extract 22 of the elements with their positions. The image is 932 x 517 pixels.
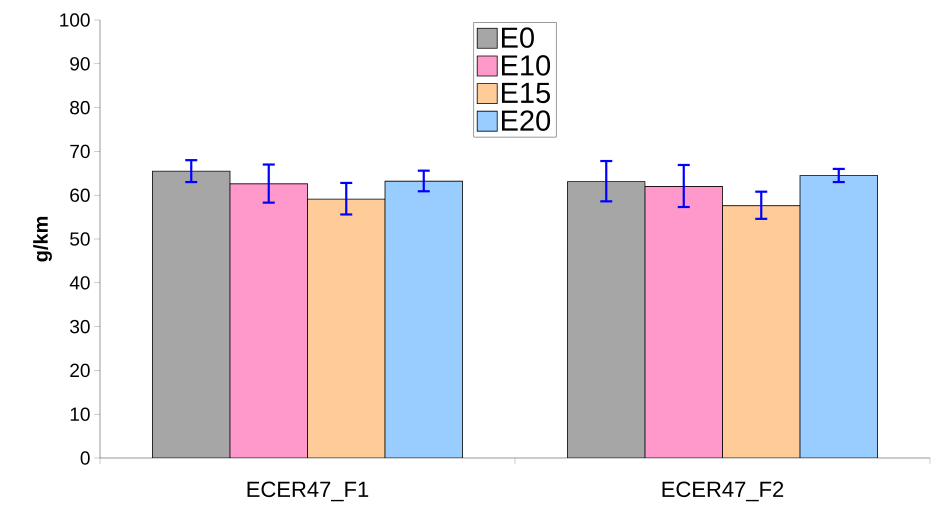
y-tick-label: 10 bbox=[70, 407, 90, 421]
y-tick-label: 70 bbox=[70, 144, 90, 158]
bar bbox=[230, 183, 308, 458]
y-tick-label: 90 bbox=[70, 57, 90, 71]
y-tick-label: 60 bbox=[70, 188, 90, 202]
x-tick-label: ECER47_F1 bbox=[248, 482, 368, 502]
x-tick-label: ECER47_F2 bbox=[662, 482, 784, 502]
y-tick-label: 40 bbox=[70, 276, 90, 290]
y-tick-label: 20 bbox=[70, 364, 90, 378]
bar bbox=[644, 186, 723, 458]
bar bbox=[307, 198, 386, 458]
legend-label: E0 bbox=[502, 27, 534, 48]
legend-label: E15 bbox=[502, 82, 550, 104]
y-axis-title: g/km bbox=[33, 216, 52, 262]
bar bbox=[722, 205, 800, 458]
y-tick-label: 80 bbox=[70, 100, 90, 114]
legend-label: E10 bbox=[502, 55, 550, 76]
legend-label: E20 bbox=[502, 110, 550, 131]
y-tick-label: 30 bbox=[70, 320, 90, 334]
y-tick-label: 50 bbox=[70, 232, 90, 246]
y-tick-label: 100 bbox=[60, 13, 90, 27]
y-tick-label: 0 bbox=[80, 451, 90, 465]
